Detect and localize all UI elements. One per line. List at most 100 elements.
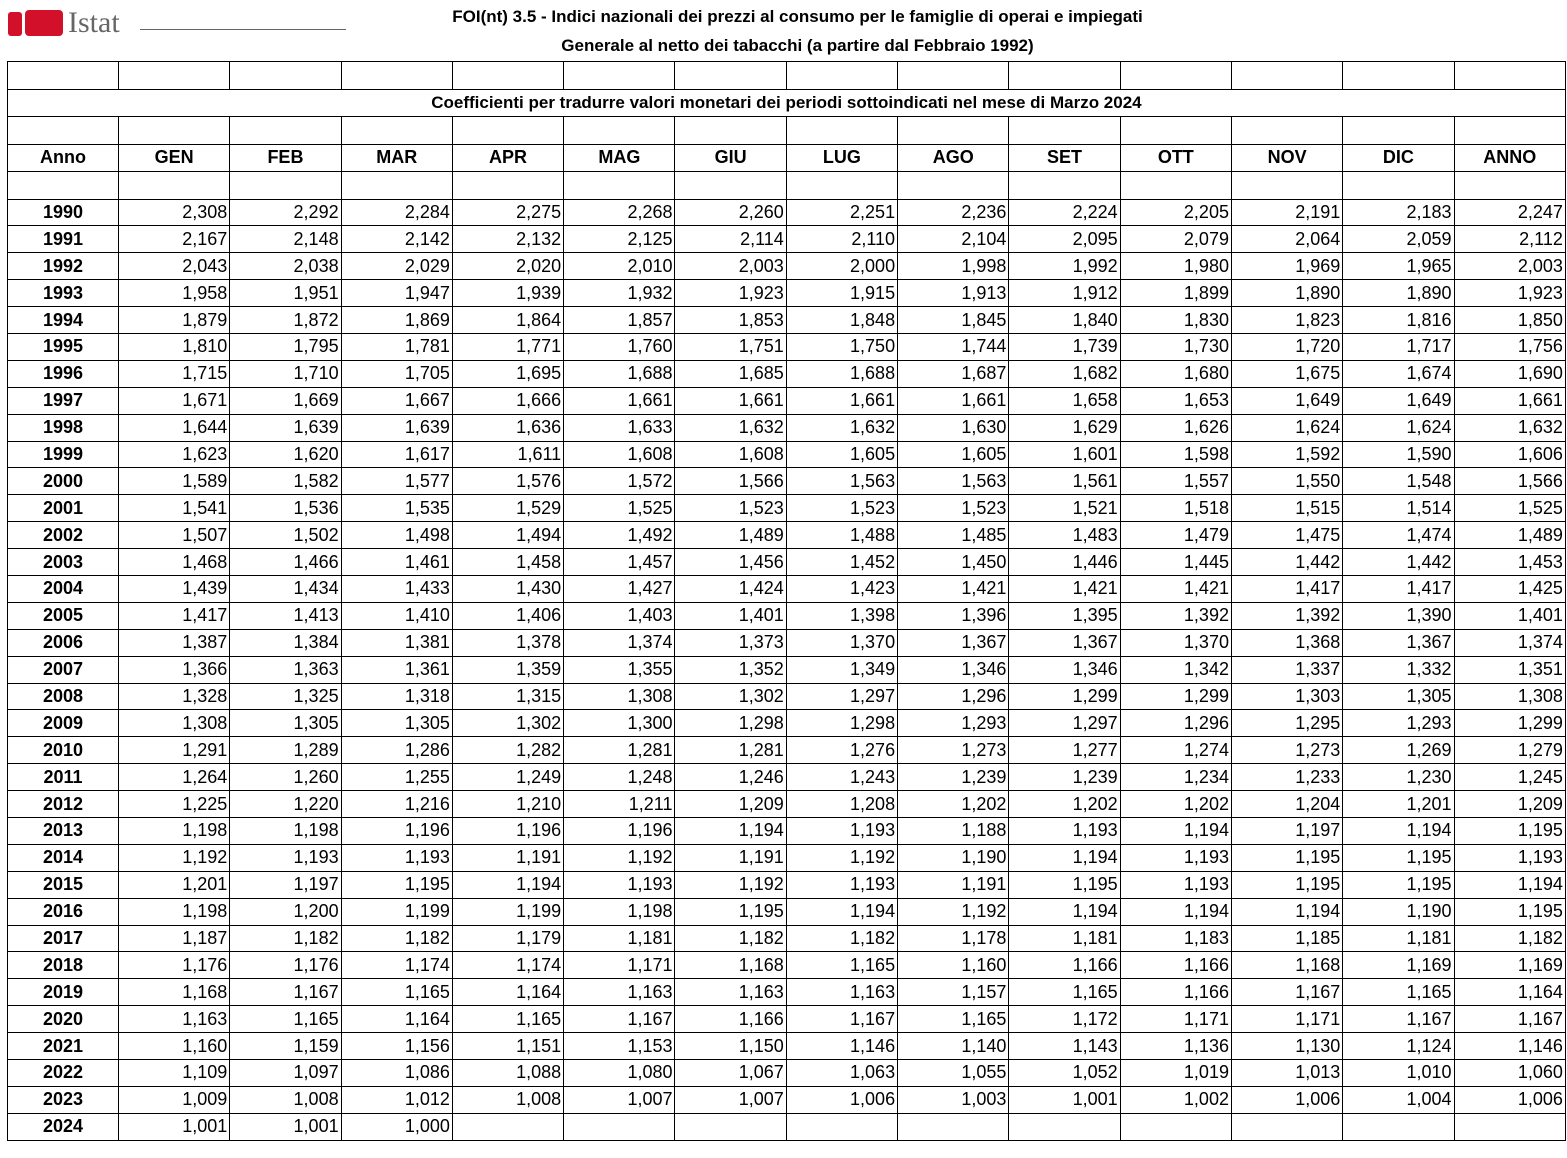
coefficient: 1,998 — [897, 252, 1010, 281]
year: 1995 — [7, 332, 119, 361]
cell — [451, 116, 565, 145]
cell — [563, 1112, 676, 1141]
coefficient: 1,661 — [563, 386, 676, 415]
coefficient: 1,303 — [1230, 682, 1344, 711]
coefficient: 1,195 — [1453, 897, 1566, 926]
data-row: 1993 1,958 1,951 1,947 1,939 1,932 1,923 1,915 1… — [7, 279, 1566, 308]
year: 2001 — [7, 494, 119, 523]
coefficient: 1,166 — [1119, 951, 1232, 980]
coefficient: 1,160 — [897, 951, 1010, 980]
coefficient: 1,055 — [897, 1059, 1010, 1087]
coefficient: 1,291 — [117, 736, 231, 765]
coefficient: 1,446 — [1008, 548, 1121, 576]
coefficient: 1,639 — [229, 413, 342, 442]
cell — [1008, 61, 1121, 90]
data-row: 2020 1,163 1,165 1,164 1,165 1,167 1,166 1,167 1… — [7, 1005, 1566, 1034]
year: 2000 — [7, 467, 119, 496]
coefficient: 1,165 — [1008, 978, 1121, 1007]
cell — [451, 61, 565, 90]
coefficient: 1,193 — [785, 870, 899, 899]
coefficient: 1,193 — [785, 816, 899, 845]
coefficient: 1,012 — [340, 1085, 453, 1114]
coefficient: 1,165 — [897, 1005, 1010, 1034]
coefficient: 1,000 — [340, 1112, 453, 1141]
cell — [1119, 1112, 1232, 1141]
data-row: 2015 1,201 1,197 1,195 1,194 1,193 1,192 1,193 1… — [7, 870, 1566, 899]
coefficient: 1,710 — [229, 359, 342, 388]
coefficient: 1,525 — [1453, 494, 1566, 523]
coefficient: 1,816 — [1342, 306, 1455, 334]
data-row: 2006 1,387 1,384 1,381 1,378 1,374 1,373 1,370 1… — [7, 628, 1566, 657]
coefficient: 1,430 — [451, 574, 565, 603]
cell — [785, 61, 899, 90]
coefficient: 1,196 — [340, 816, 453, 845]
cell — [1008, 171, 1121, 200]
coefficient: 1,194 — [1008, 843, 1121, 872]
coefficient: 1,461 — [340, 548, 453, 576]
coefficient: 1,576 — [451, 467, 565, 496]
coefficient: 1,191 — [897, 870, 1010, 899]
coefficient: 1,674 — [1342, 359, 1455, 388]
coefficient: 1,529 — [451, 494, 565, 523]
coefficient: 1,165 — [785, 951, 899, 980]
year: 1997 — [7, 386, 119, 415]
cell — [897, 61, 1010, 90]
data-row: 2019 1,168 1,167 1,165 1,164 1,163 1,163 1,163 1… — [7, 978, 1566, 1007]
coefficient: 1,720 — [1230, 332, 1344, 361]
coefficient: 1,563 — [897, 467, 1010, 496]
coefficient: 1,442 — [1342, 548, 1455, 576]
coefficient: 1,492 — [563, 521, 676, 550]
coefficient: 1,514 — [1342, 494, 1455, 523]
coefficient: 2,003 — [1453, 252, 1566, 281]
coefficient: 1,525 — [563, 494, 676, 523]
coefficient: 2,236 — [897, 198, 1010, 227]
coefficient: 1,367 — [897, 628, 1010, 657]
coefficient: 1,179 — [451, 924, 565, 953]
column-header: MAR — [340, 143, 453, 172]
cell — [1230, 61, 1344, 90]
coefficient: 1,196 — [563, 816, 676, 845]
coefficient: 1,923 — [1453, 279, 1566, 308]
coefficient: 2,043 — [117, 252, 231, 281]
coefficient: 2,104 — [897, 225, 1010, 254]
coefficient: 1,680 — [1119, 359, 1232, 388]
coefficient: 1,239 — [1008, 763, 1121, 792]
coefficient: 1,332 — [1342, 655, 1455, 684]
coefficient: 1,166 — [1008, 951, 1121, 980]
spacer-row — [7, 171, 1566, 200]
coefficient: 1,208 — [785, 790, 899, 818]
data-row: 2016 1,198 1,200 1,199 1,199 1,198 1,195 1,194 1… — [7, 897, 1566, 926]
coefficient: 1,899 — [1119, 279, 1232, 308]
coefficient: 1,225 — [117, 790, 231, 818]
coefficient: 1,688 — [785, 359, 899, 388]
coefficient: 2,292 — [229, 198, 342, 227]
coefficient: 1,315 — [451, 682, 565, 711]
coefficient: 1,196 — [451, 816, 565, 845]
coefficient: 1,233 — [1230, 763, 1344, 792]
cell — [1008, 116, 1121, 145]
coefficient: 2,132 — [451, 225, 565, 254]
coefficient: 1,548 — [1342, 467, 1455, 496]
coefficient: 1,425 — [1453, 574, 1566, 603]
coefficient: 2,183 — [1342, 198, 1455, 227]
coefficient: 1,165 — [1342, 978, 1455, 1007]
coefficient: 1,195 — [340, 870, 453, 899]
coefficient: 1,172 — [1008, 1005, 1121, 1034]
coefficient: 1,289 — [229, 736, 342, 765]
coefficient: 1,002 — [1119, 1085, 1232, 1114]
coefficient: 1,060 — [1453, 1059, 1566, 1087]
cell — [229, 61, 342, 90]
coefficient: 2,142 — [340, 225, 453, 254]
coefficient: 1,488 — [785, 521, 899, 550]
year: 2023 — [7, 1085, 119, 1114]
coefficient: 1,194 — [451, 870, 565, 899]
cell — [1453, 116, 1566, 145]
caption: Coefficienti per tradurre valori monetar… — [7, 88, 1566, 117]
coefficient: 1,234 — [1119, 763, 1232, 792]
coefficient: 1,349 — [785, 655, 899, 684]
coefficient: 1,632 — [674, 413, 787, 442]
year: 2004 — [7, 574, 119, 603]
coefficient: 1,474 — [1342, 521, 1455, 550]
coefficient: 1,848 — [785, 306, 899, 334]
coefficient: 1,730 — [1119, 332, 1232, 361]
